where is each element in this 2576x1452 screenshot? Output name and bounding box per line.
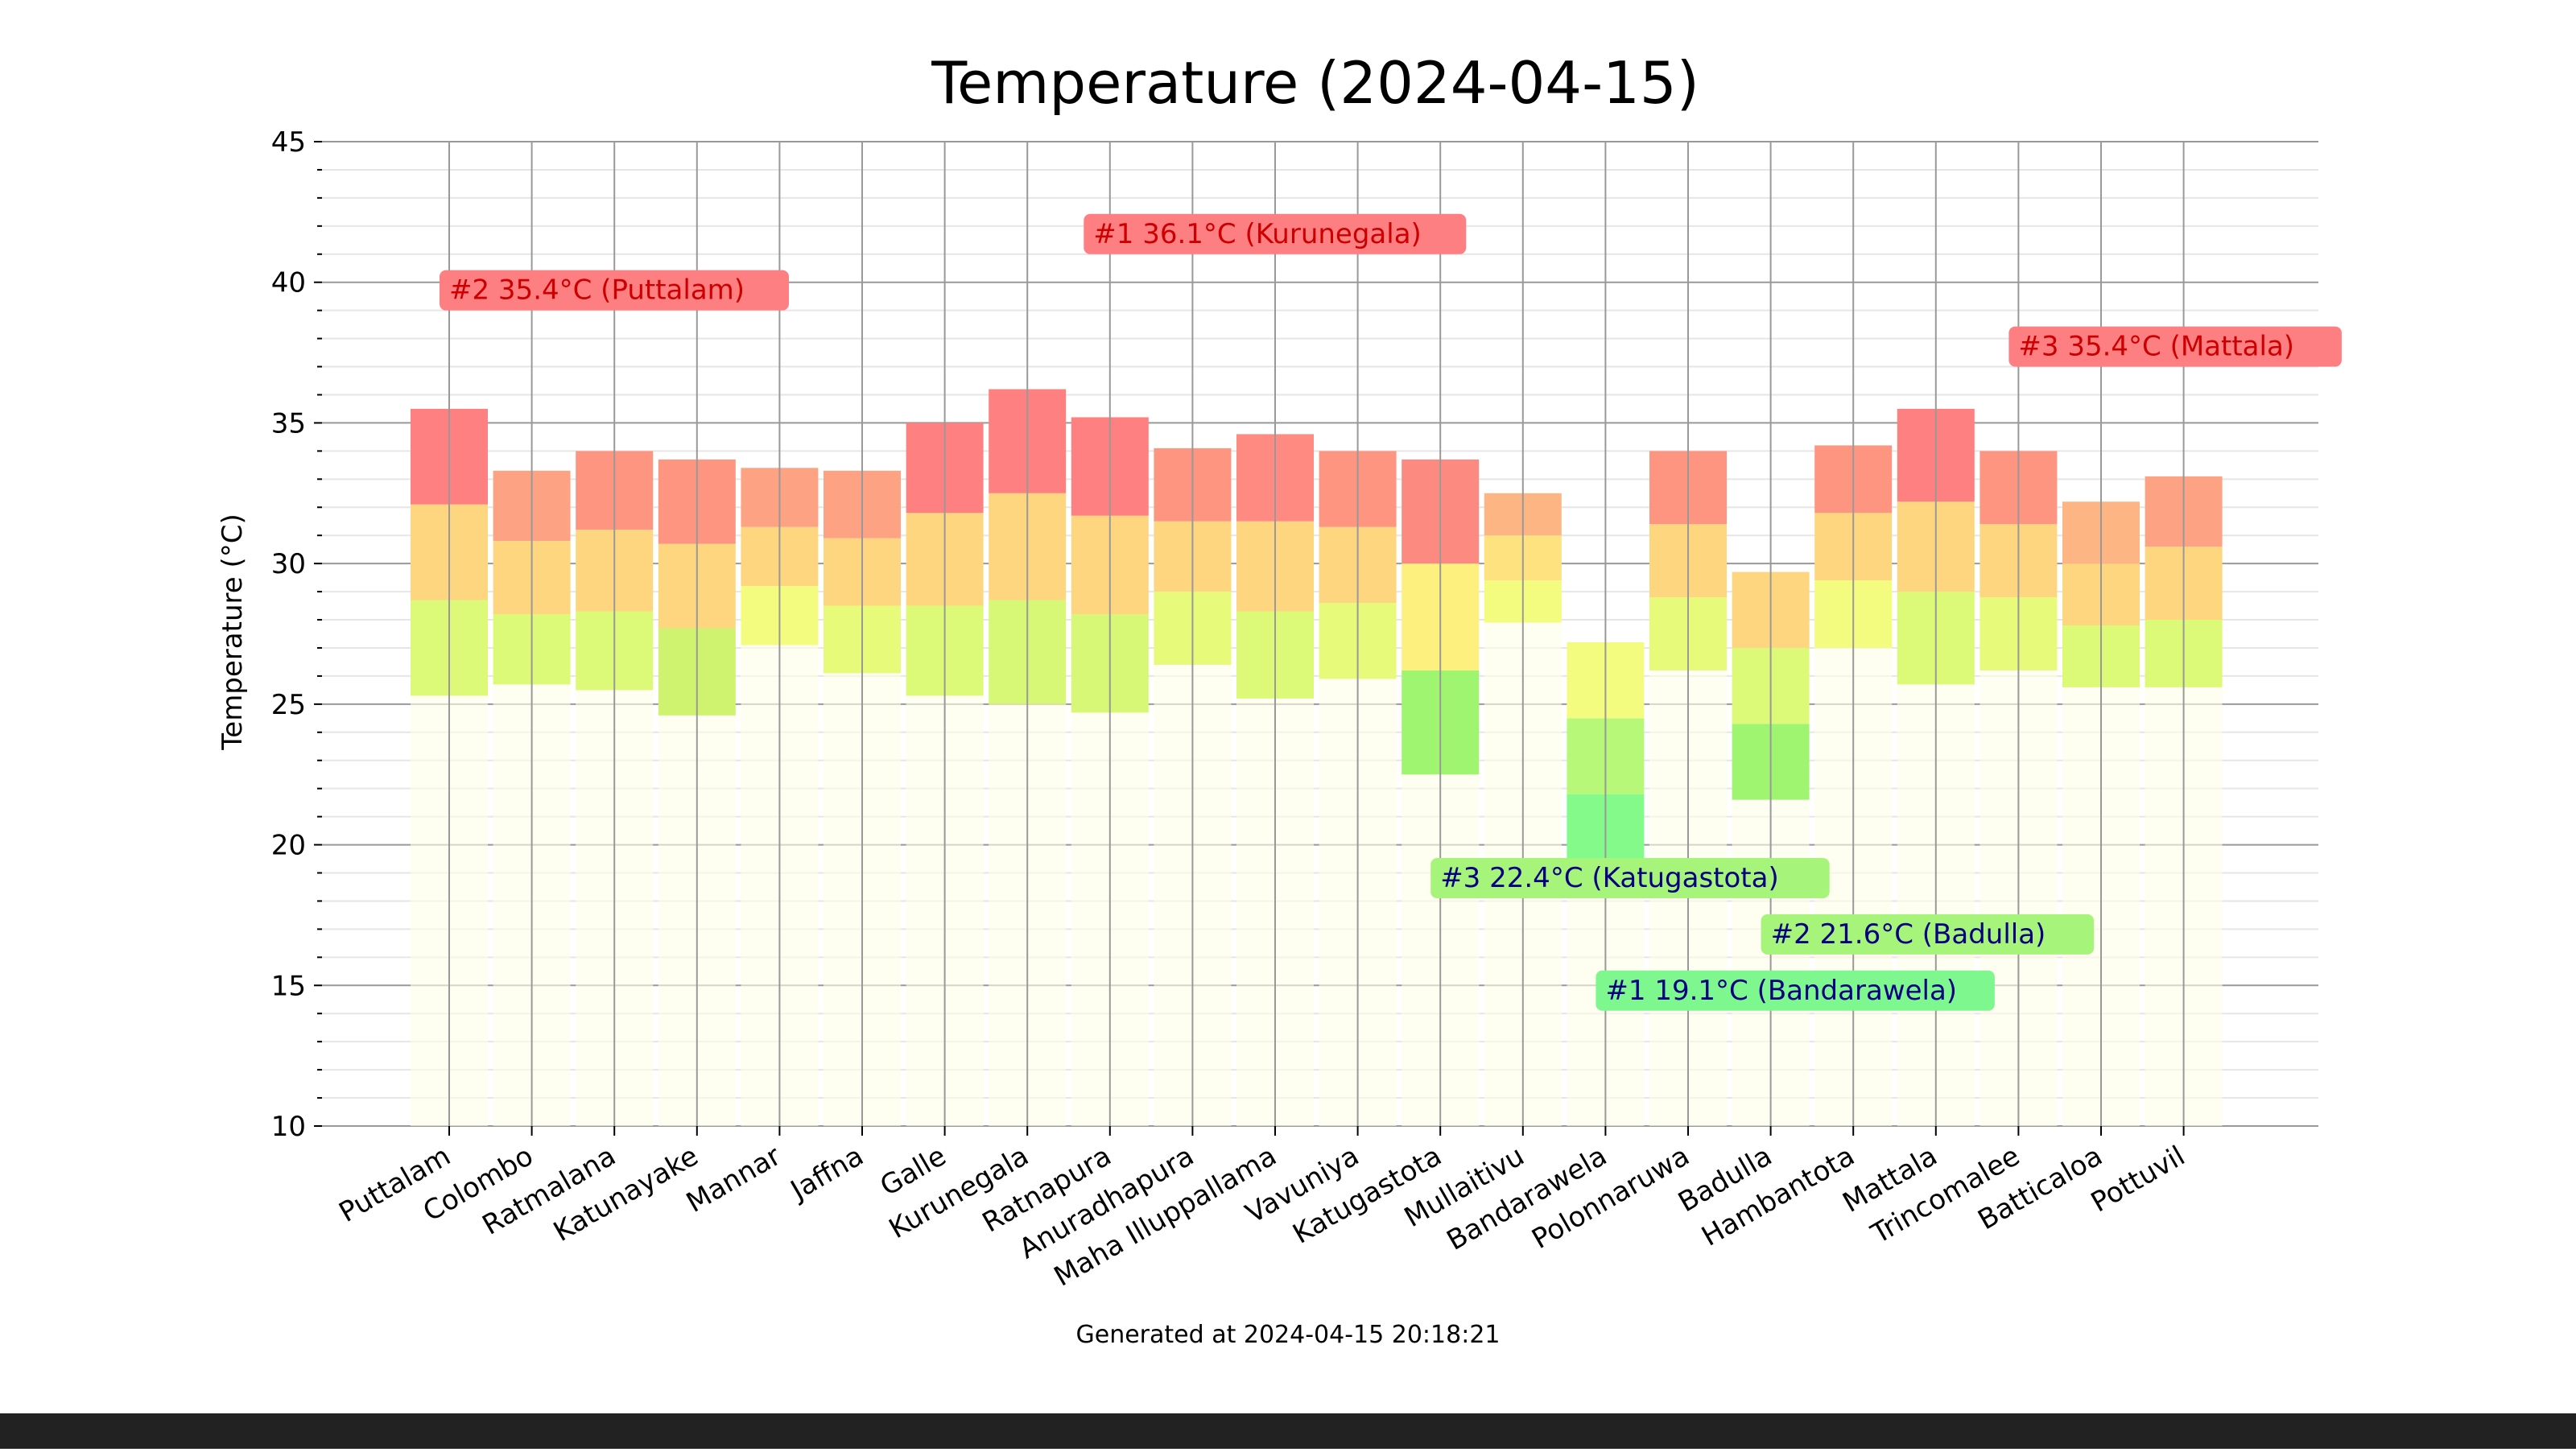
annotation-label: #3 22.4°C (Katugastota) [1440, 862, 1779, 894]
x-tick-label: Jaffna [784, 1140, 869, 1207]
annotation-label: #1 19.1°C (Bandarawela) [1605, 975, 1957, 1007]
y-axis-label: Temperature (°C) [217, 514, 249, 750]
chart-title: Temperature (2024-04-15) [931, 49, 1699, 117]
annotation-box [1596, 970, 1995, 1011]
y-tick-label: 25 [271, 689, 306, 721]
x-tick-label: Pottuvil [2086, 1140, 2190, 1219]
y-tick-label: 30 [271, 548, 306, 580]
annotation-box [2008, 326, 2342, 367]
x-tick-label: Mannar [681, 1140, 786, 1219]
annotation-box [1761, 914, 2095, 955]
y-tick-label: 15 [271, 970, 306, 1002]
annotation-label: #2 35.4°C (Puttalam) [449, 274, 745, 307]
annotation-label: #2 21.6°C (Badulla) [1771, 918, 2046, 951]
annotation-box [440, 270, 789, 311]
annotations-layer: #1 36.1°C (Kurunegala) #2 35.4°C (Puttala… [440, 213, 2342, 1011]
y-tick-label: 40 [271, 267, 306, 299]
annotation-label: #3 35.4°C (Mattala) [2018, 331, 2294, 363]
bars-layer [411, 389, 2223, 1126]
y-tick-label: 10 [271, 1111, 306, 1143]
y-tick-label: 20 [271, 830, 306, 862]
y-tick-label: 35 [271, 407, 306, 439]
annotation-box [1084, 213, 1467, 254]
annotation-label: #1 36.1°C (Kurunegala) [1093, 218, 1422, 250]
y-tick-label: 45 [271, 126, 306, 159]
footer-timestamp: Generated at 2024-04-15 20:18:21 [1076, 1321, 1501, 1349]
bottom-bar [0, 1413, 2576, 1449]
annotation-box [1430, 857, 1830, 898]
